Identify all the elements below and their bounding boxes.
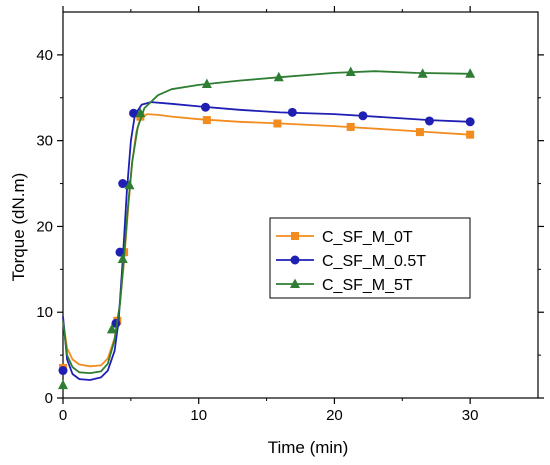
data-point [58, 366, 68, 376]
legend-item-2: C_SF_M_5T [276, 277, 413, 294]
data-point [287, 107, 297, 117]
x-tick-label: 30 [462, 407, 479, 424]
data-point [345, 66, 356, 77]
data-point [465, 117, 475, 127]
x-tick-label: 10 [190, 407, 207, 424]
legend-swatch-marker [290, 278, 300, 288]
data-point [415, 128, 424, 137]
axis-ticks: 0 10 20 30 0 10 20 30 40 [36, 6, 544, 424]
y-tick-label: 20 [36, 218, 53, 235]
legend-swatch-marker [291, 232, 299, 240]
data-point [117, 253, 128, 264]
y-tick-label: 30 [36, 133, 53, 150]
data-point [135, 107, 146, 118]
plot-frame [62, 11, 539, 399]
legend: C_SF_M_0T C_SF_M_0.5T C_SF_M_5T [269, 217, 471, 299]
y-axis-title: Torque (dN.m) [9, 173, 28, 282]
data-point [129, 108, 139, 118]
data-point [346, 122, 355, 131]
legend-item-0: C_SF_M_0T [276, 229, 413, 246]
y-tick-label: 10 [36, 304, 53, 321]
plot-border [62, 11, 539, 399]
legend-item-1: C_SF_M_0.5T [276, 253, 426, 270]
data-point [58, 379, 68, 390]
data-point [201, 78, 212, 89]
y-tick-label: 0 [45, 390, 53, 407]
data-point [466, 130, 475, 139]
data-point [417, 68, 428, 78]
data-point [202, 116, 211, 125]
data-point [465, 68, 476, 78]
series-line [62, 70, 471, 374]
data-point [273, 71, 284, 82]
data-point [424, 116, 434, 126]
data-point [201, 102, 210, 112]
x-tick-label: 20 [326, 407, 343, 424]
x-tick-label: 0 [59, 407, 67, 424]
data-point [118, 179, 128, 189]
series-1 [58, 101, 475, 381]
data-point [124, 179, 135, 190]
series-layer [58, 66, 476, 390]
legend-label: C_SF_M_5T [322, 277, 413, 294]
legend-swatch-marker [290, 255, 300, 265]
legend-label: C_SF_M_0.5T [322, 253, 426, 270]
data-point [273, 119, 282, 128]
series-line [62, 101, 471, 381]
y-tick-label: 40 [36, 47, 53, 64]
legend-label: C_SF_M_0T [322, 229, 413, 246]
x-axis-title: Time (min) [268, 438, 349, 457]
data-point [106, 323, 117, 334]
series-2 [58, 66, 476, 390]
data-point [358, 111, 368, 121]
